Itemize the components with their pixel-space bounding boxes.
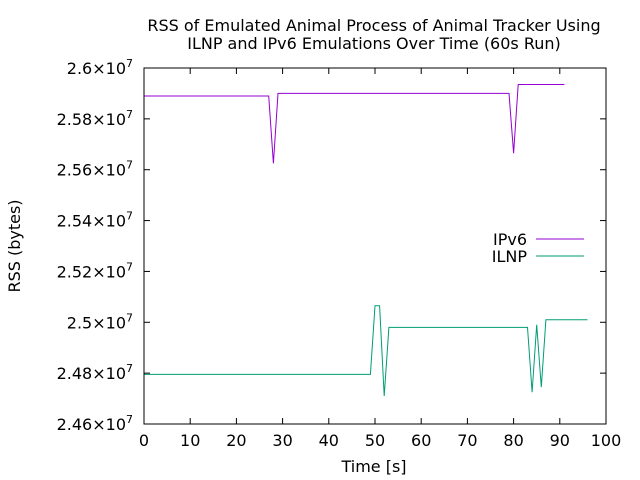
series-lines xyxy=(144,84,588,397)
series-line-ilnp xyxy=(144,305,588,397)
y-tick-label: 2.56×107 xyxy=(57,159,133,180)
x-tick-label: 50 xyxy=(365,431,385,450)
x-tick-label: 10 xyxy=(180,431,200,450)
x-tick-label: 20 xyxy=(226,431,246,450)
x-tick-label: 40 xyxy=(319,431,339,450)
chart-title-line-1: RSS of Emulated Animal Process of Animal… xyxy=(147,16,600,35)
x-tick-label: 80 xyxy=(503,431,523,450)
chart-title-line-2: ILNP and IPv6 Emulations Over Time (60s … xyxy=(187,34,561,53)
legend-label-ilnp: ILNP xyxy=(492,247,528,266)
y-tick-label: 2.5×107 xyxy=(67,311,133,332)
x-tick-label: 30 xyxy=(272,431,292,450)
x-tick-label: 0 xyxy=(139,431,149,450)
axis-ticks: 0 10 20 30 40 50 60 70 80 90 100 2.46×107 2.48×107 2.… xyxy=(57,57,622,450)
series-line-ipv6 xyxy=(144,84,565,164)
y-tick-label: 2.52×107 xyxy=(57,260,133,281)
y-tick-label: 2.54×107 xyxy=(57,210,133,231)
y-tick-label: 2.6×107 xyxy=(67,57,133,78)
y-tick-label: 2.48×107 xyxy=(57,362,133,383)
x-axis-label: Time [s] xyxy=(340,457,406,476)
x-tick-label: 70 xyxy=(457,431,477,450)
x-tick-label: 60 xyxy=(411,431,431,450)
plot-frame xyxy=(143,67,607,425)
y-tick-label: 2.58×107 xyxy=(57,108,133,129)
y-axis-label: RSS (bytes) xyxy=(5,199,24,292)
legend-label-ipv6: IPv6 xyxy=(493,230,527,249)
y-tick-label: 2.46×107 xyxy=(57,413,133,434)
x-tick-label: 90 xyxy=(550,431,570,450)
x-tick-label: 100 xyxy=(591,431,622,450)
